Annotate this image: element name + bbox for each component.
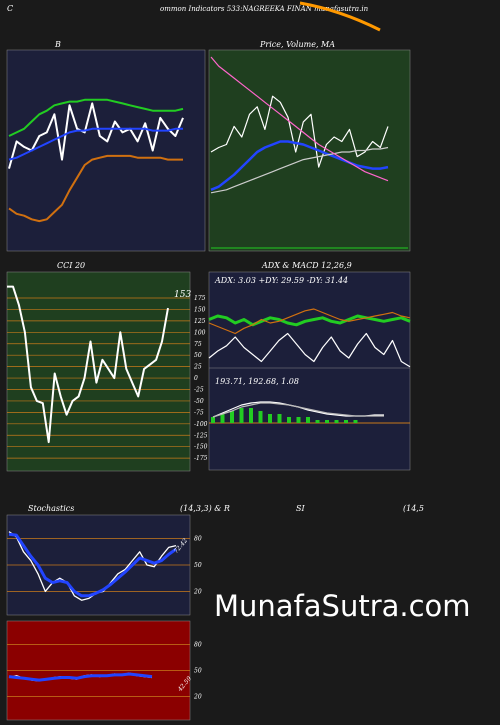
series-group <box>7 56 411 682</box>
price-ma-series-line <box>210 95 389 168</box>
price-ma-title: Price, Volume, MA <box>259 40 335 49</box>
cci-series-line <box>7 285 169 444</box>
cci-tick-label: -50 <box>194 398 204 405</box>
cci-tick-label: -150 <box>194 444 208 451</box>
header-title: ommon Indicators 533:NAGREEKA FINAN muna… <box>160 5 369 13</box>
price-ma-panel <box>208 49 411 252</box>
cci-tick-label: 100 <box>194 329 206 336</box>
stochastics-tick-label: 20 <box>193 588 202 595</box>
cci-title: CCI 20 <box>57 261 85 270</box>
rsi-params: (14,5 <box>403 504 424 513</box>
cci-last-value-label: 153 <box>174 290 191 300</box>
cci-tick-label: 75 <box>194 341 202 348</box>
cci-tick-label: -125 <box>194 432 208 439</box>
stochastics-tick-label: 80 <box>194 536 202 543</box>
cci-tick-label: -100 <box>194 421 208 428</box>
rsi-tick-label: 50 <box>194 668 202 675</box>
price-ma-series-line <box>210 146 389 194</box>
cci-tick-label: 150 <box>194 306 206 313</box>
rsi-series-line <box>8 672 153 682</box>
adx-series-line <box>208 308 411 335</box>
cci-tick-label: 25 <box>193 364 202 371</box>
stochastics-series-line <box>8 532 177 598</box>
bollinger-series-line <box>8 154 183 223</box>
adx-macd-panel <box>208 271 411 471</box>
price-ma-series-line <box>210 140 389 191</box>
cci-tick-label: 125 <box>194 318 206 325</box>
rsi-tick-label: 80 <box>194 641 202 648</box>
rsi-title: SI <box>296 504 305 513</box>
header-orange-swoosh <box>299 1 381 32</box>
bollinger-series-line <box>8 98 184 137</box>
price-ma-series-line <box>210 56 389 182</box>
stochastics-tick-label: 50 <box>194 562 202 569</box>
adx-macd-title: ADX & MACD 12,26,9 <box>261 261 352 270</box>
header-left-letter: C <box>7 4 13 13</box>
bollinger-panel <box>6 49 206 252</box>
adx-values-label: ADX: 3.03 +DY: 29.59 -DY: 31.44 <box>214 276 348 285</box>
bollinger-series-line <box>8 127 183 161</box>
adx-series-line <box>208 314 411 327</box>
stochastics-params: (14,3,3) & R <box>180 504 230 513</box>
cci-tick-label: -175 <box>194 455 208 462</box>
watermark-text: MunafaSutra.com <box>214 589 471 623</box>
bollinger-title: B <box>54 40 61 49</box>
macd-values-label: 193.71, 192.68, 1.08 <box>215 377 299 386</box>
stochastics-title: Stochastics <box>28 504 74 513</box>
cci-tick-label: 50 <box>194 352 202 359</box>
cci-tick-label: 0 <box>194 375 198 382</box>
cci-tick-label: -75 <box>194 409 204 416</box>
adx-series-line <box>208 332 411 368</box>
bollinger-series-line <box>8 102 184 169</box>
rsi-tick-label: 20 <box>193 694 202 701</box>
macd-series-line <box>212 402 384 418</box>
cci-tick-label: -25 <box>194 387 204 394</box>
cci-tick-label: 175 <box>194 295 206 302</box>
